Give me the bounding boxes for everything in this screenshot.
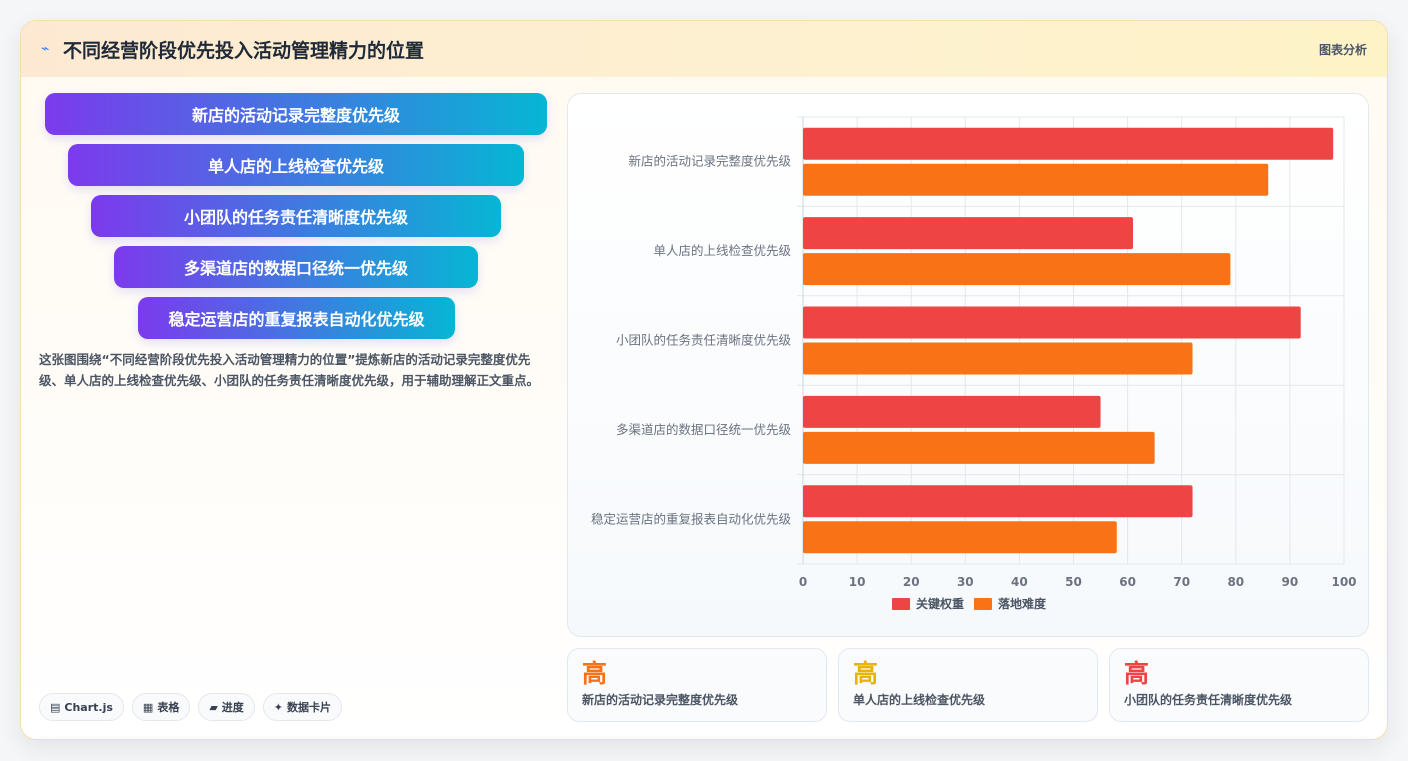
- kpi-label: 新店的活动记录完整度优先级: [582, 693, 739, 707]
- bar-difficulty: [803, 253, 1231, 286]
- chart-icon: ▤: [50, 700, 61, 714]
- x-tick-label: 30: [957, 575, 974, 589]
- x-tick-label: 20: [903, 575, 920, 589]
- header-tag: 图表分析: [1318, 42, 1367, 57]
- pill-progress[interactable]: ▰ 进度: [198, 693, 255, 721]
- x-tick-label: 80: [1227, 575, 1244, 589]
- kpi-card-1: 高 新店的活动记录完整度优先级: [567, 648, 827, 722]
- legend-label: 关键权重: [916, 596, 964, 611]
- x-tick-label: 0: [799, 575, 807, 589]
- x-tick-label: 60: [1119, 575, 1136, 589]
- card-header: ⌁ 不同经营阶段优先投入活动管理精力的位置 图表分析: [21, 21, 1387, 77]
- kpi-label: 单人店的上线检查优先级: [853, 693, 986, 707]
- bar-chart-panel: 新店的活动记录完整度优先级单人店的上线检查优先级小团队的任务责任清晰度优先级 多渠…: [567, 93, 1369, 637]
- funnel-level-1: 新店的活动记录完整度优先级: [45, 93, 547, 135]
- bar-difficulty: [803, 163, 1269, 196]
- x-tick-label: 90: [1282, 575, 1299, 589]
- progress-icon: ▰: [209, 700, 218, 714]
- pill-label: 表格: [157, 701, 180, 714]
- bar-difficulty: [803, 521, 1117, 554]
- kpi-label: 小团队的任务责任清晰度优先级: [1124, 693, 1293, 707]
- x-tick-label: 50: [1065, 575, 1082, 589]
- legend-swatch: [892, 598, 910, 610]
- bar-weight: [803, 395, 1101, 428]
- bar-weight: [803, 217, 1134, 250]
- bar-weight: [803, 127, 1334, 160]
- x-tick-label: 10: [849, 575, 866, 589]
- bar-difficulty: [803, 342, 1193, 375]
- y-tick-label: 小团队的任务责任清晰度优先级: [616, 333, 792, 348]
- chart-description: 这张图围绕“不同经营阶段优先投入活动管理精力的位置”提炼新店的活动记录完整度优先…: [39, 352, 540, 388]
- pill-table[interactable]: ▦ 表格: [131, 693, 191, 721]
- x-tick-label: 100: [1331, 575, 1356, 589]
- feature-pills: ▤ Chart.js ▦ 表格 ▰ 进度 ✦ 数据卡片: [39, 693, 343, 721]
- funnel-level-3: 小团队的任务责任清晰度优先级: [91, 195, 501, 237]
- legend-swatch: [974, 598, 992, 610]
- chart-card: ⌁ 不同经营阶段优先投入活动管理精力的位置 图表分析 新店的活动记录完整度优先级…: [20, 20, 1388, 740]
- x-tick-label: 70: [1173, 575, 1190, 589]
- funnel-level-5: 稳定运营店的重复报表自动化优先级: [138, 297, 455, 339]
- y-tick-label: 单人店的上线检查优先级: [653, 243, 791, 258]
- kpi-value: 高: [582, 659, 608, 688]
- table-icon: ▦: [142, 700, 154, 714]
- bar-difficulty: [803, 431, 1155, 464]
- kpi-value: 高: [1124, 659, 1150, 688]
- funnel-level-4: 多渠道店的数据口径统一优先级: [114, 246, 478, 288]
- kpi-card-2: 高 单人店的上线检查优先级: [838, 648, 1098, 722]
- kpi-card-3: 高 小团队的任务责任清晰度优先级: [1109, 648, 1369, 722]
- y-tick-label: 稳定运营店的重复报表自动化优先级: [591, 511, 792, 526]
- legend-label: 落地难度: [998, 596, 1047, 611]
- pill-data-card[interactable]: ✦ 数据卡片: [262, 693, 343, 721]
- y-tick-label: 多渠道店的数据口径统一优先级: [616, 422, 792, 437]
- sparkle-icon: ✦: [273, 700, 284, 714]
- y-tick-label: 新店的活动记录完整度优先级: [628, 154, 791, 169]
- pill-label: 数据卡片: [287, 701, 332, 714]
- kpi-value: 高: [853, 659, 879, 688]
- page-title: 不同经营阶段优先投入活动管理精力的位置: [63, 39, 425, 62]
- bar-weight: [803, 306, 1301, 339]
- pill-label: 进度: [221, 701, 244, 714]
- pill-chartjs[interactable]: ▤ Chart.js: [39, 693, 124, 721]
- line-icon: ⌁: [41, 41, 50, 57]
- bar-weight: [803, 485, 1193, 518]
- x-tick-label: 40: [1011, 575, 1028, 589]
- funnel-level-2: 单人店的上线检查优先级: [68, 144, 524, 186]
- pill-label: Chart.js: [64, 700, 113, 714]
- bar-chart: 新店的活动记录完整度优先级单人店的上线检查优先级小团队的任务责任清晰度优先级多渠…: [591, 116, 1357, 611]
